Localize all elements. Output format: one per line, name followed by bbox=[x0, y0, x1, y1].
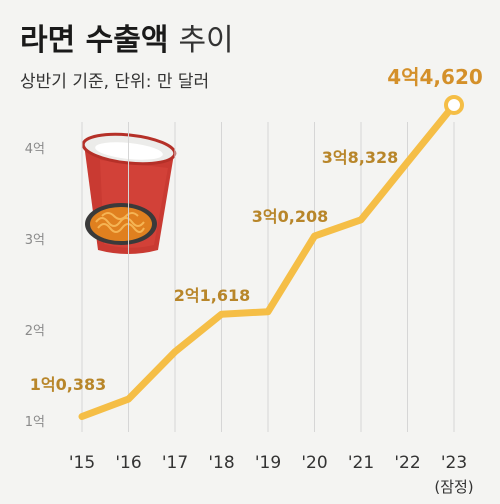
x-tick-label: '20 bbox=[301, 453, 327, 473]
x-tick-label: '16 bbox=[115, 453, 141, 473]
y-tick-label: 1억 bbox=[25, 415, 45, 430]
x-tick-label: '15 bbox=[69, 453, 95, 473]
data-point bbox=[219, 311, 224, 317]
data-label: 2억1,618 bbox=[174, 286, 250, 305]
data-point bbox=[126, 396, 131, 402]
data-point bbox=[265, 309, 271, 315]
series-line bbox=[78, 94, 464, 421]
data-label: 1억0,383 bbox=[30, 375, 106, 394]
x-axis: '15 '16 '17 '18 '19 '20 '21 '22 '23 (잠정) bbox=[69, 453, 474, 496]
data-labels: 1억0,383 2억1,618 3억0,208 3억8,328 4억4,620 bbox=[30, 65, 483, 394]
data-point bbox=[312, 233, 317, 239]
data-label: 4억4,620 bbox=[387, 65, 483, 89]
y-tick-label: 2억 bbox=[25, 324, 45, 339]
x-tick-label: '19 bbox=[255, 453, 281, 473]
gridlines bbox=[81, 122, 455, 432]
chart-title-light: 추이 bbox=[178, 23, 233, 58]
data-point bbox=[405, 159, 410, 165]
y-tick-label: 3억 bbox=[25, 233, 45, 248]
data-label: 3억8,328 bbox=[322, 148, 398, 167]
x-tick-label: '17 bbox=[162, 453, 188, 473]
data-point bbox=[172, 349, 178, 355]
chart-title-bold: 라면 수출액 bbox=[20, 23, 168, 58]
chart-title: 라면 수출액 추이 bbox=[20, 23, 234, 58]
x-tick-label: '22 bbox=[394, 453, 420, 473]
ramen-cup-icon bbox=[81, 132, 177, 254]
x-tick-label: '23 bbox=[441, 453, 467, 473]
chart-subtitle: 상반기 기준, 단위: 만 달러 bbox=[20, 72, 209, 92]
y-axis: 1억 2억 3억 4억 bbox=[25, 142, 45, 430]
x-tick-label: '18 bbox=[208, 453, 234, 473]
data-label: 3억0,208 bbox=[252, 207, 328, 226]
data-point bbox=[79, 414, 85, 420]
x-note: (잠정) bbox=[434, 478, 473, 496]
data-point bbox=[358, 217, 364, 223]
data-point-highlight bbox=[444, 94, 464, 115]
x-tick-label: '21 bbox=[348, 453, 374, 473]
y-tick-label: 4억 bbox=[25, 142, 45, 157]
